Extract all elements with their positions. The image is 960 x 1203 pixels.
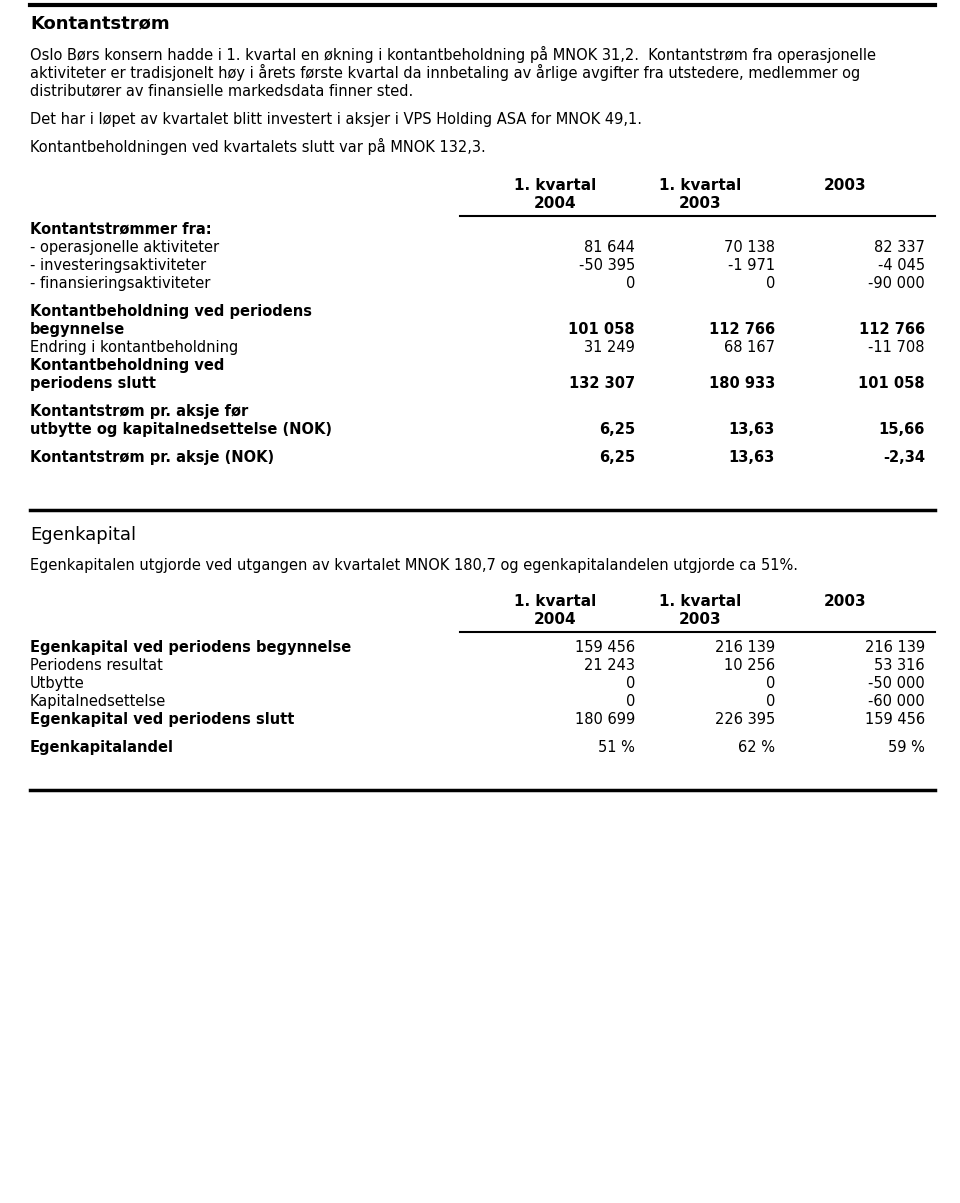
Text: -50 000: -50 000 [868, 676, 925, 691]
Text: 1. kvartal: 1. kvartal [659, 594, 741, 609]
Text: 159 456: 159 456 [865, 712, 925, 727]
Text: 0: 0 [626, 694, 635, 709]
Text: 70 138: 70 138 [724, 241, 775, 255]
Text: 6,25: 6,25 [599, 422, 635, 437]
Text: 132 307: 132 307 [569, 377, 635, 391]
Text: Kapitalnedsettelse: Kapitalnedsettelse [30, 694, 166, 709]
Text: Kontantbeholdningen ved kvartalets slutt var på MNOK 132,3.: Kontantbeholdningen ved kvartalets slutt… [30, 138, 486, 155]
Text: 112 766: 112 766 [859, 322, 925, 337]
Text: 15,66: 15,66 [878, 422, 925, 437]
Text: Egenkapital ved periodens begynnelse: Egenkapital ved periodens begynnelse [30, 640, 351, 654]
Text: - operasjonelle aktiviteter: - operasjonelle aktiviteter [30, 241, 219, 255]
Text: 10 256: 10 256 [724, 658, 775, 672]
Text: Egenkapital: Egenkapital [30, 526, 136, 544]
Text: Kontantstrømmer fra:: Kontantstrømmer fra: [30, 223, 211, 237]
Text: 101 058: 101 058 [568, 322, 635, 337]
Text: 0: 0 [766, 694, 775, 709]
Text: aktiviteter er tradisjonelt høy i årets første kvartal da innbetaling av årlige : aktiviteter er tradisjonelt høy i årets … [30, 64, 860, 81]
Text: Oslo Børs konsern hadde i 1. kvartal en økning i kontantbeholdning på MNOK 31,2.: Oslo Børs konsern hadde i 1. kvartal en … [30, 46, 876, 63]
Text: 68 167: 68 167 [724, 340, 775, 355]
Text: begynnelse: begynnelse [30, 322, 125, 337]
Text: - finansieringsaktiviteter: - finansieringsaktiviteter [30, 275, 210, 291]
Text: 0: 0 [766, 676, 775, 691]
Text: 216 139: 216 139 [865, 640, 925, 654]
Text: Kontantstrøm pr. aksje før: Kontantstrøm pr. aksje før [30, 404, 249, 419]
Text: Det har i løpet av kvartalet blitt investert i aksjer i VPS Holding ASA for MNOK: Det har i løpet av kvartalet blitt inves… [30, 112, 642, 128]
Text: 2003: 2003 [824, 594, 866, 609]
Text: 13,63: 13,63 [729, 450, 775, 466]
Text: Endring i kontantbeholdning: Endring i kontantbeholdning [30, 340, 238, 355]
Text: 180 699: 180 699 [575, 712, 635, 727]
Text: Egenkapitalen utgjorde ved utgangen av kvartalet MNOK 180,7 og egenkapitalandele: Egenkapitalen utgjorde ved utgangen av k… [30, 558, 798, 573]
Text: 2004: 2004 [534, 612, 576, 627]
Text: -60 000: -60 000 [868, 694, 925, 709]
Text: 1. kvartal: 1. kvartal [514, 178, 596, 192]
Text: 6,25: 6,25 [599, 450, 635, 466]
Text: 1. kvartal: 1. kvartal [659, 178, 741, 192]
Text: -50 395: -50 395 [579, 257, 635, 273]
Text: Kontantbeholdning ved: Kontantbeholdning ved [30, 358, 225, 373]
Text: 31 249: 31 249 [584, 340, 635, 355]
Text: 51 %: 51 % [598, 740, 635, 755]
Text: Utbytte: Utbytte [30, 676, 84, 691]
Text: 180 933: 180 933 [708, 377, 775, 391]
Text: 101 058: 101 058 [858, 377, 925, 391]
Text: 62 %: 62 % [738, 740, 775, 755]
Text: 2003: 2003 [679, 196, 721, 211]
Text: -2,34: -2,34 [883, 450, 925, 466]
Text: 226 395: 226 395 [715, 712, 775, 727]
Text: -11 708: -11 708 [869, 340, 925, 355]
Text: -4 045: -4 045 [877, 257, 925, 273]
Text: 2003: 2003 [824, 178, 866, 192]
Text: 0: 0 [626, 275, 635, 291]
Text: utbytte og kapitalnedsettelse (NOK): utbytte og kapitalnedsettelse (NOK) [30, 422, 332, 437]
Text: 159 456: 159 456 [575, 640, 635, 654]
Text: 1. kvartal: 1. kvartal [514, 594, 596, 609]
Text: 112 766: 112 766 [708, 322, 775, 337]
Text: 0: 0 [626, 676, 635, 691]
Text: -1 971: -1 971 [728, 257, 775, 273]
Text: Egenkapitalandel: Egenkapitalandel [30, 740, 174, 755]
Text: 216 139: 216 139 [715, 640, 775, 654]
Text: 59 %: 59 % [888, 740, 925, 755]
Text: -90 000: -90 000 [868, 275, 925, 291]
Text: 21 243: 21 243 [584, 658, 635, 672]
Text: Kontantstrøm: Kontantstrøm [30, 14, 170, 32]
Text: 13,63: 13,63 [729, 422, 775, 437]
Text: 2003: 2003 [679, 612, 721, 627]
Text: 81 644: 81 644 [584, 241, 635, 255]
Text: Kontantbeholdning ved periodens: Kontantbeholdning ved periodens [30, 304, 312, 319]
Text: 53 316: 53 316 [875, 658, 925, 672]
Text: Egenkapital ved periodens slutt: Egenkapital ved periodens slutt [30, 712, 295, 727]
Text: periodens slutt: periodens slutt [30, 377, 156, 391]
Text: distributører av finansielle markedsdata finner sted.: distributører av finansielle markedsdata… [30, 84, 413, 99]
Text: Kontantstrøm pr. aksje (NOK): Kontantstrøm pr. aksje (NOK) [30, 450, 275, 466]
Text: 82 337: 82 337 [875, 241, 925, 255]
Text: Periodens resultat: Periodens resultat [30, 658, 163, 672]
Text: 0: 0 [766, 275, 775, 291]
Text: 2004: 2004 [534, 196, 576, 211]
Text: - investeringsaktiviteter: - investeringsaktiviteter [30, 257, 206, 273]
